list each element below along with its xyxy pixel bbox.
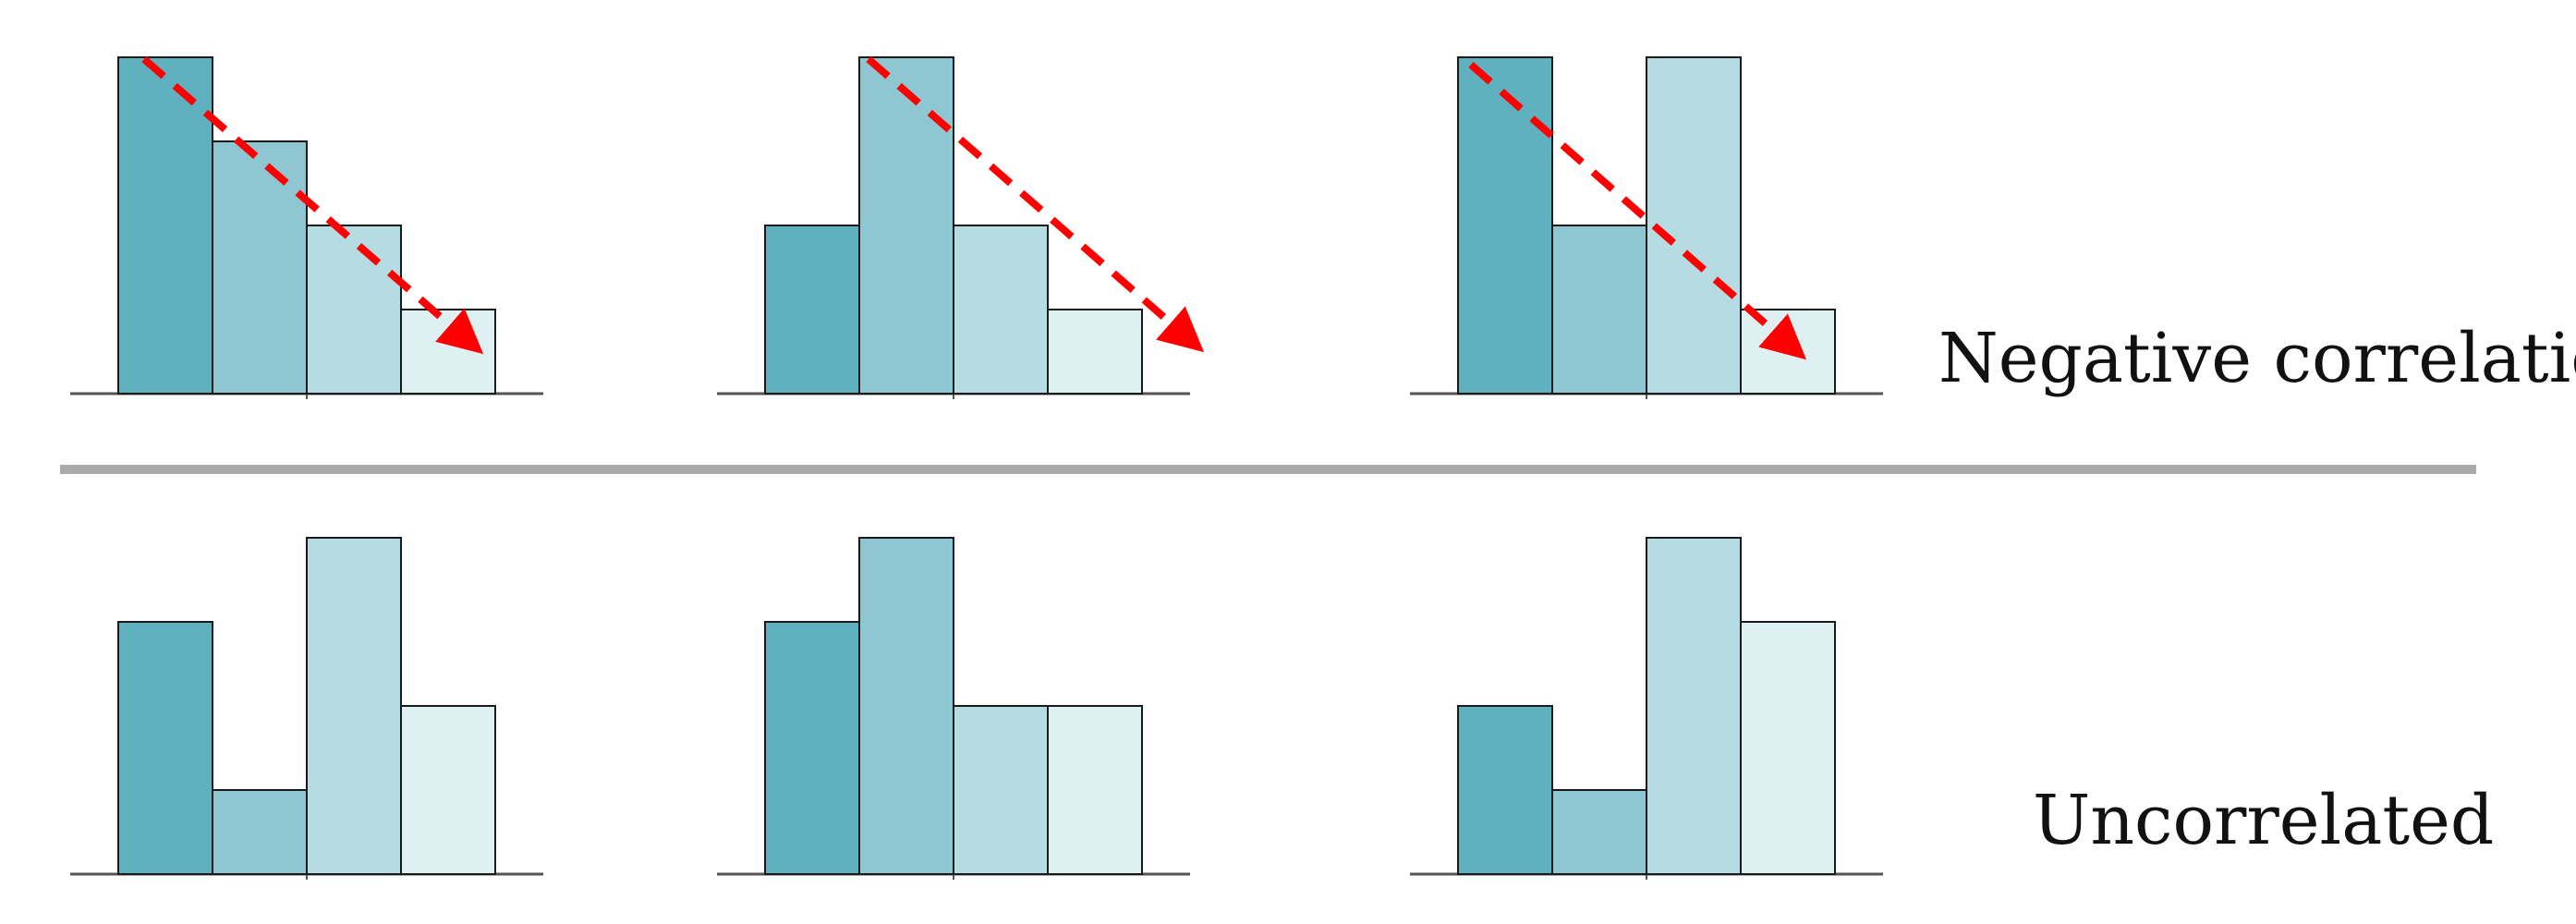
histogram-bar bbox=[400, 705, 496, 875]
histogram-bar bbox=[306, 537, 402, 875]
histogram-bar bbox=[212, 140, 308, 395]
histogram bbox=[70, 537, 543, 880]
negative-correlation-label: Negative correlation bbox=[1938, 319, 2576, 398]
histogram-bar bbox=[1646, 537, 1742, 875]
histogram-bar bbox=[764, 621, 860, 875]
histogram bbox=[70, 55, 543, 399]
histogram-bar bbox=[1551, 789, 1647, 875]
histogram bbox=[1410, 56, 1883, 399]
histogram-bar bbox=[764, 225, 860, 395]
histogram-bar bbox=[1551, 225, 1647, 395]
histogram-bar bbox=[858, 537, 954, 875]
trend-arrow bbox=[866, 55, 1205, 353]
histogram-bar bbox=[117, 56, 213, 395]
histogram-bar bbox=[1646, 56, 1742, 395]
histogram-bar bbox=[1457, 705, 1553, 875]
histogram-bar bbox=[1047, 705, 1143, 875]
histogram-bar bbox=[306, 225, 402, 395]
trend-arrow bbox=[1468, 61, 1807, 360]
histogram bbox=[717, 55, 1205, 399]
trend-arrow bbox=[141, 55, 484, 355]
histogram-bar bbox=[953, 225, 1049, 395]
histogram-bar bbox=[953, 705, 1049, 875]
histogram-bar bbox=[1740, 621, 1836, 875]
histogram bbox=[717, 537, 1190, 880]
histogram-bar bbox=[858, 56, 954, 395]
histogram bbox=[1410, 537, 1883, 880]
histogram-bar bbox=[212, 789, 308, 875]
histogram-bar bbox=[400, 309, 496, 395]
histogram-bar bbox=[1740, 309, 1836, 395]
uncorrelated-label: Uncorrelated bbox=[2033, 781, 2495, 860]
histogram-bar bbox=[117, 621, 213, 875]
histogram-bar bbox=[1047, 309, 1143, 395]
histogram-bar bbox=[1457, 56, 1553, 395]
